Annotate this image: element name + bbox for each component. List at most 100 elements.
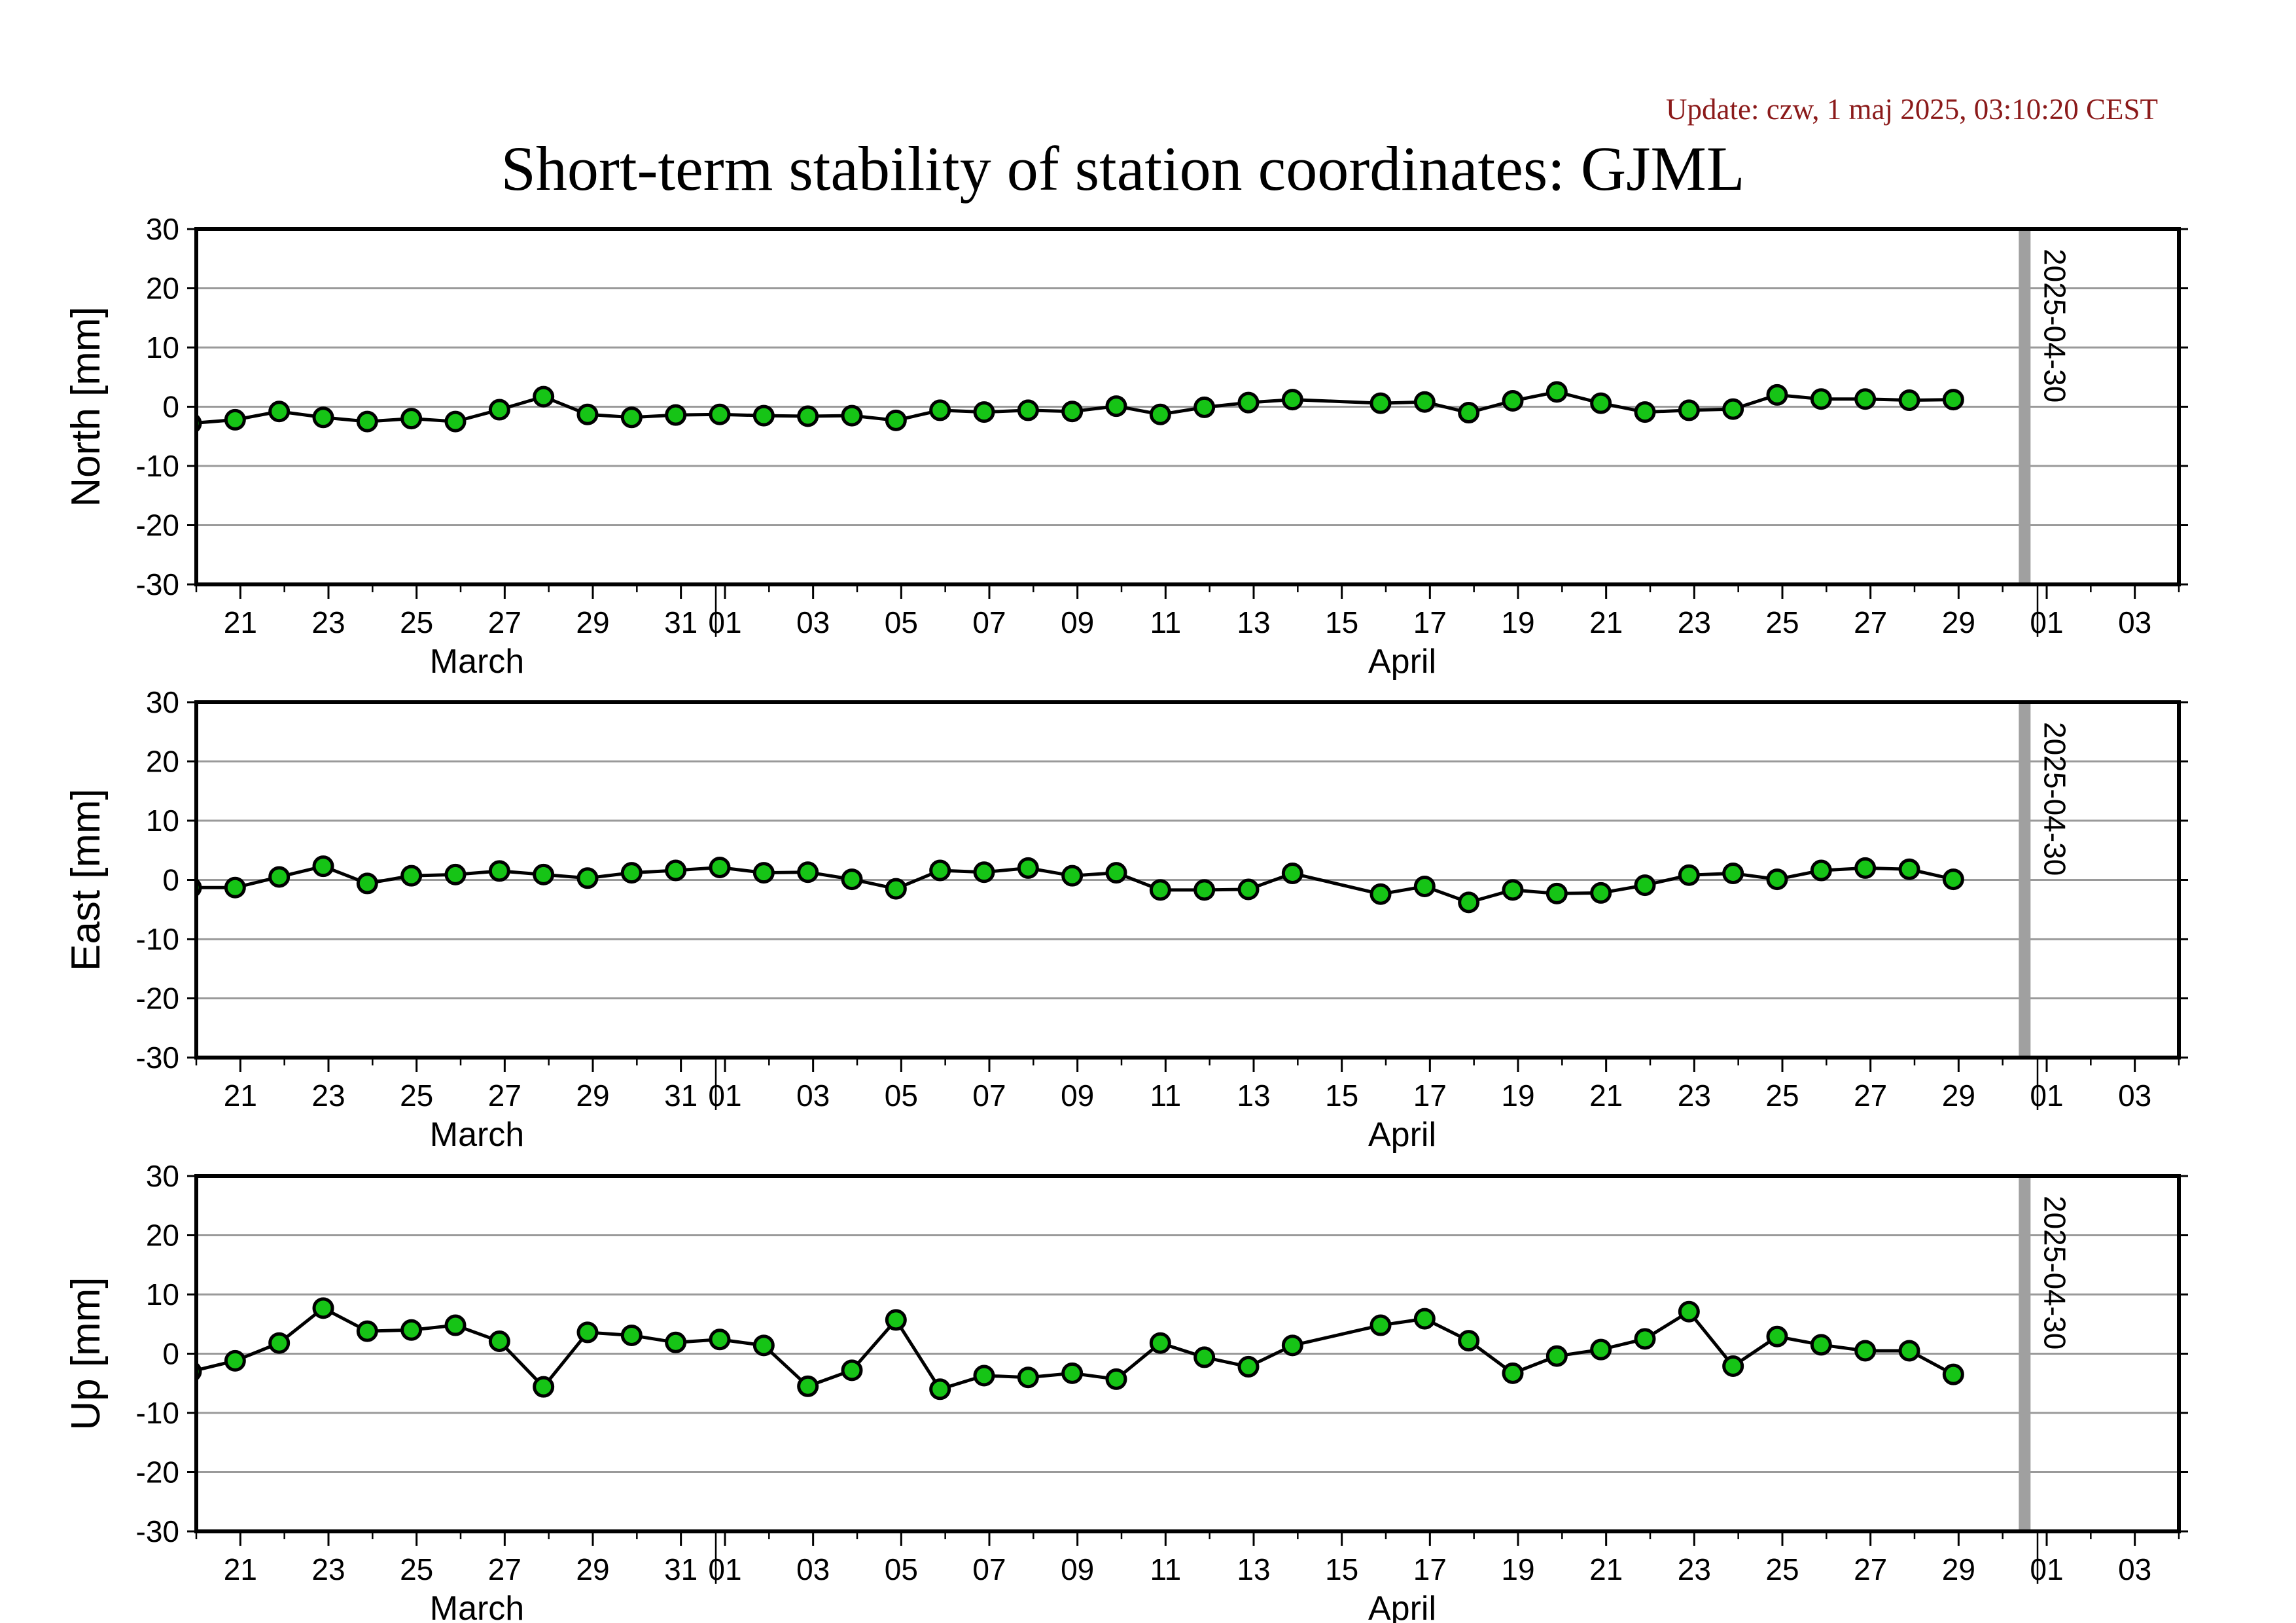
x-tick-label: 27 [488, 605, 521, 639]
x-tick-label: 03 [796, 605, 830, 639]
data-point [1766, 1325, 1788, 1347]
data-point [576, 403, 599, 425]
x-tick-label: 15 [1325, 1552, 1358, 1586]
data-point [665, 404, 687, 426]
chart-panel-2: 30 20 10 0 -10 -20 -30 2025-04-30 21 23 25 27 29 31 01… [63, 685, 2188, 1154]
data-point [885, 878, 907, 900]
data-point [620, 1324, 643, 1346]
data-point [1193, 1346, 1216, 1368]
date-marker-label: 2025-04-30 [2038, 249, 2072, 402]
data-point [268, 401, 291, 423]
plot-frame [194, 700, 2181, 1060]
x-tick-label: 03 [2118, 1552, 2151, 1586]
x-tick-label: 29 [1942, 1079, 1975, 1113]
x-tick-label: 27 [488, 1079, 521, 1113]
y-tick-label: -30 [136, 567, 179, 601]
series-line [196, 865, 1954, 904]
data-point [841, 404, 863, 427]
x-tick-label: 29 [576, 1079, 609, 1113]
data-point [929, 1378, 951, 1400]
data-point [1590, 1338, 1612, 1361]
data-point [1545, 882, 1568, 904]
data-point [268, 1332, 291, 1354]
data-point [797, 1375, 819, 1397]
data-point [1502, 1362, 1524, 1384]
data-point [1854, 857, 1877, 879]
data-point [1854, 388, 1877, 410]
data-point [885, 1309, 907, 1331]
data-point [533, 385, 555, 408]
series-group [196, 1297, 1964, 1400]
y-tick-label: 30 [146, 685, 179, 719]
month-label: April [1368, 643, 1436, 681]
data-point [1105, 395, 1127, 418]
data-point [752, 862, 775, 884]
data-point [973, 861, 995, 883]
data-point [1810, 859, 1832, 882]
data-point [400, 408, 423, 430]
y-tick-label: 20 [146, 1219, 179, 1253]
data-point [797, 861, 819, 883]
data-point [1458, 1330, 1480, 1352]
data-point [1017, 1366, 1039, 1389]
x-tick-label: 29 [1942, 605, 1975, 639]
x-tick-label: 05 [885, 1079, 918, 1113]
x-tick-label: 21 [224, 1079, 257, 1113]
x-tick-label: 17 [1413, 1079, 1447, 1113]
data-point [1590, 392, 1612, 414]
x-tick-label: 25 [400, 605, 433, 639]
series-group [196, 381, 1964, 433]
data-point [1942, 1363, 1964, 1385]
data-point [797, 405, 819, 427]
x-tick-label: 11 [1150, 1552, 1181, 1586]
data-point [1149, 403, 1171, 425]
data-point [1281, 863, 1303, 885]
data-point [1458, 402, 1480, 424]
y-tick-label: 0 [162, 1337, 179, 1371]
data-point [1281, 389, 1303, 411]
data-point [973, 401, 995, 423]
data-point [1678, 399, 1700, 421]
data-point [709, 856, 731, 878]
data-point [752, 1334, 775, 1357]
data-point [1017, 857, 1039, 879]
data-point [1722, 1355, 1744, 1378]
x-tick-label: 17 [1413, 1552, 1447, 1586]
x-tick-label: 25 [400, 1552, 433, 1586]
x-tick-label: 19 [1501, 1079, 1534, 1113]
chart-panel-1: 30 20 10 0 -10 -20 -30 2025-04-30 21 23 25 27 29 31 01… [63, 212, 2188, 681]
data-point [1149, 1332, 1171, 1354]
data-point [400, 1319, 423, 1341]
y-tick-label: 10 [146, 330, 179, 365]
x-tick-label: 31 [664, 1552, 698, 1586]
x-tick-label: 23 [311, 1552, 345, 1586]
x-tick-label: 07 [972, 605, 1006, 639]
data-point [1634, 1328, 1656, 1350]
x-tick-label: 03 [796, 1079, 830, 1113]
data-point [1413, 1308, 1436, 1330]
data-point [444, 863, 467, 885]
data-point [268, 866, 291, 888]
data-point [1017, 399, 1039, 421]
x-tick-label: 19 [1501, 1552, 1534, 1586]
x-tick-label: 23 [1678, 605, 1711, 639]
month-label: March [430, 1590, 524, 1623]
y-tick-label: -20 [136, 1455, 179, 1489]
x-tick-label: 27 [1854, 1079, 1887, 1113]
y-tick-label: 10 [146, 804, 179, 838]
data-point [312, 406, 334, 429]
data-point [1061, 401, 1084, 423]
month-label: April [1368, 1116, 1436, 1154]
data-point [1237, 1355, 1260, 1378]
y-axis-label: East [mm] [63, 789, 109, 971]
series-line [196, 390, 1954, 425]
x-tick-label: 03 [796, 1552, 830, 1586]
x-tick-label: 29 [576, 605, 609, 639]
series-group [196, 855, 1964, 914]
data-point [1237, 391, 1260, 414]
plot-frame [194, 227, 2181, 586]
x-tick-label: 29 [1942, 1552, 1975, 1586]
data-point [1678, 864, 1700, 886]
